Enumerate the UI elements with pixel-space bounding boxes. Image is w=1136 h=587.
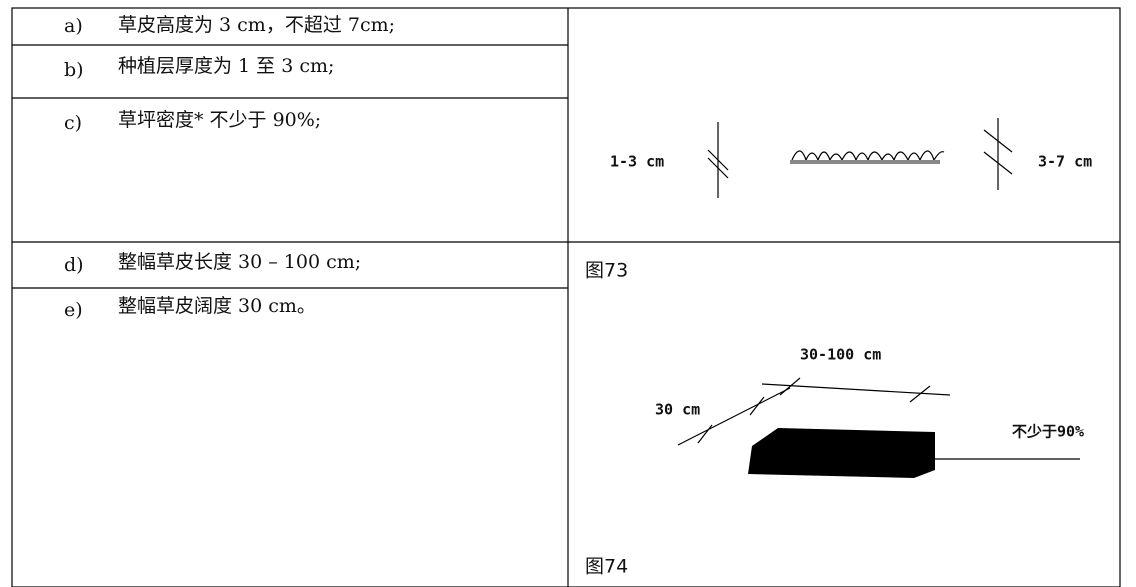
figure-74: 30-100 cm 30 cm 不少于90% 图74 xyxy=(585,346,1084,578)
item-label: d) xyxy=(64,254,84,276)
item-text: 种植层厚度为 1 至 3 cm; xyxy=(118,55,334,77)
figure-caption: 图74 xyxy=(585,556,628,578)
item-label: b) xyxy=(64,59,84,81)
figure-label: 30 cm xyxy=(655,401,700,419)
figure-label: 3-7 cm xyxy=(1038,153,1092,171)
item-text: 草坪密度* 不少于 90%; xyxy=(118,109,321,131)
item-label: e) xyxy=(64,299,83,321)
item-label: c) xyxy=(64,112,82,134)
item-text: 草皮高度为 3 cm，不超过 7cm; xyxy=(118,14,395,36)
item-label: a) xyxy=(64,15,83,37)
figure-label: 1-3 cm xyxy=(610,153,664,171)
figure-caption: 图73 xyxy=(585,260,628,282)
table-grid xyxy=(11,7,1121,587)
figure-73: 1-3 cm 3-7 cm 图73 xyxy=(585,118,1092,282)
item-text: 整幅草皮阔度 30 cm。 xyxy=(118,295,316,317)
item-text: 整幅草皮长度 30 – 100 cm; xyxy=(118,251,361,273)
figure-label: 不少于90% xyxy=(1012,423,1084,441)
figure-label: 30-100 cm xyxy=(800,346,881,364)
